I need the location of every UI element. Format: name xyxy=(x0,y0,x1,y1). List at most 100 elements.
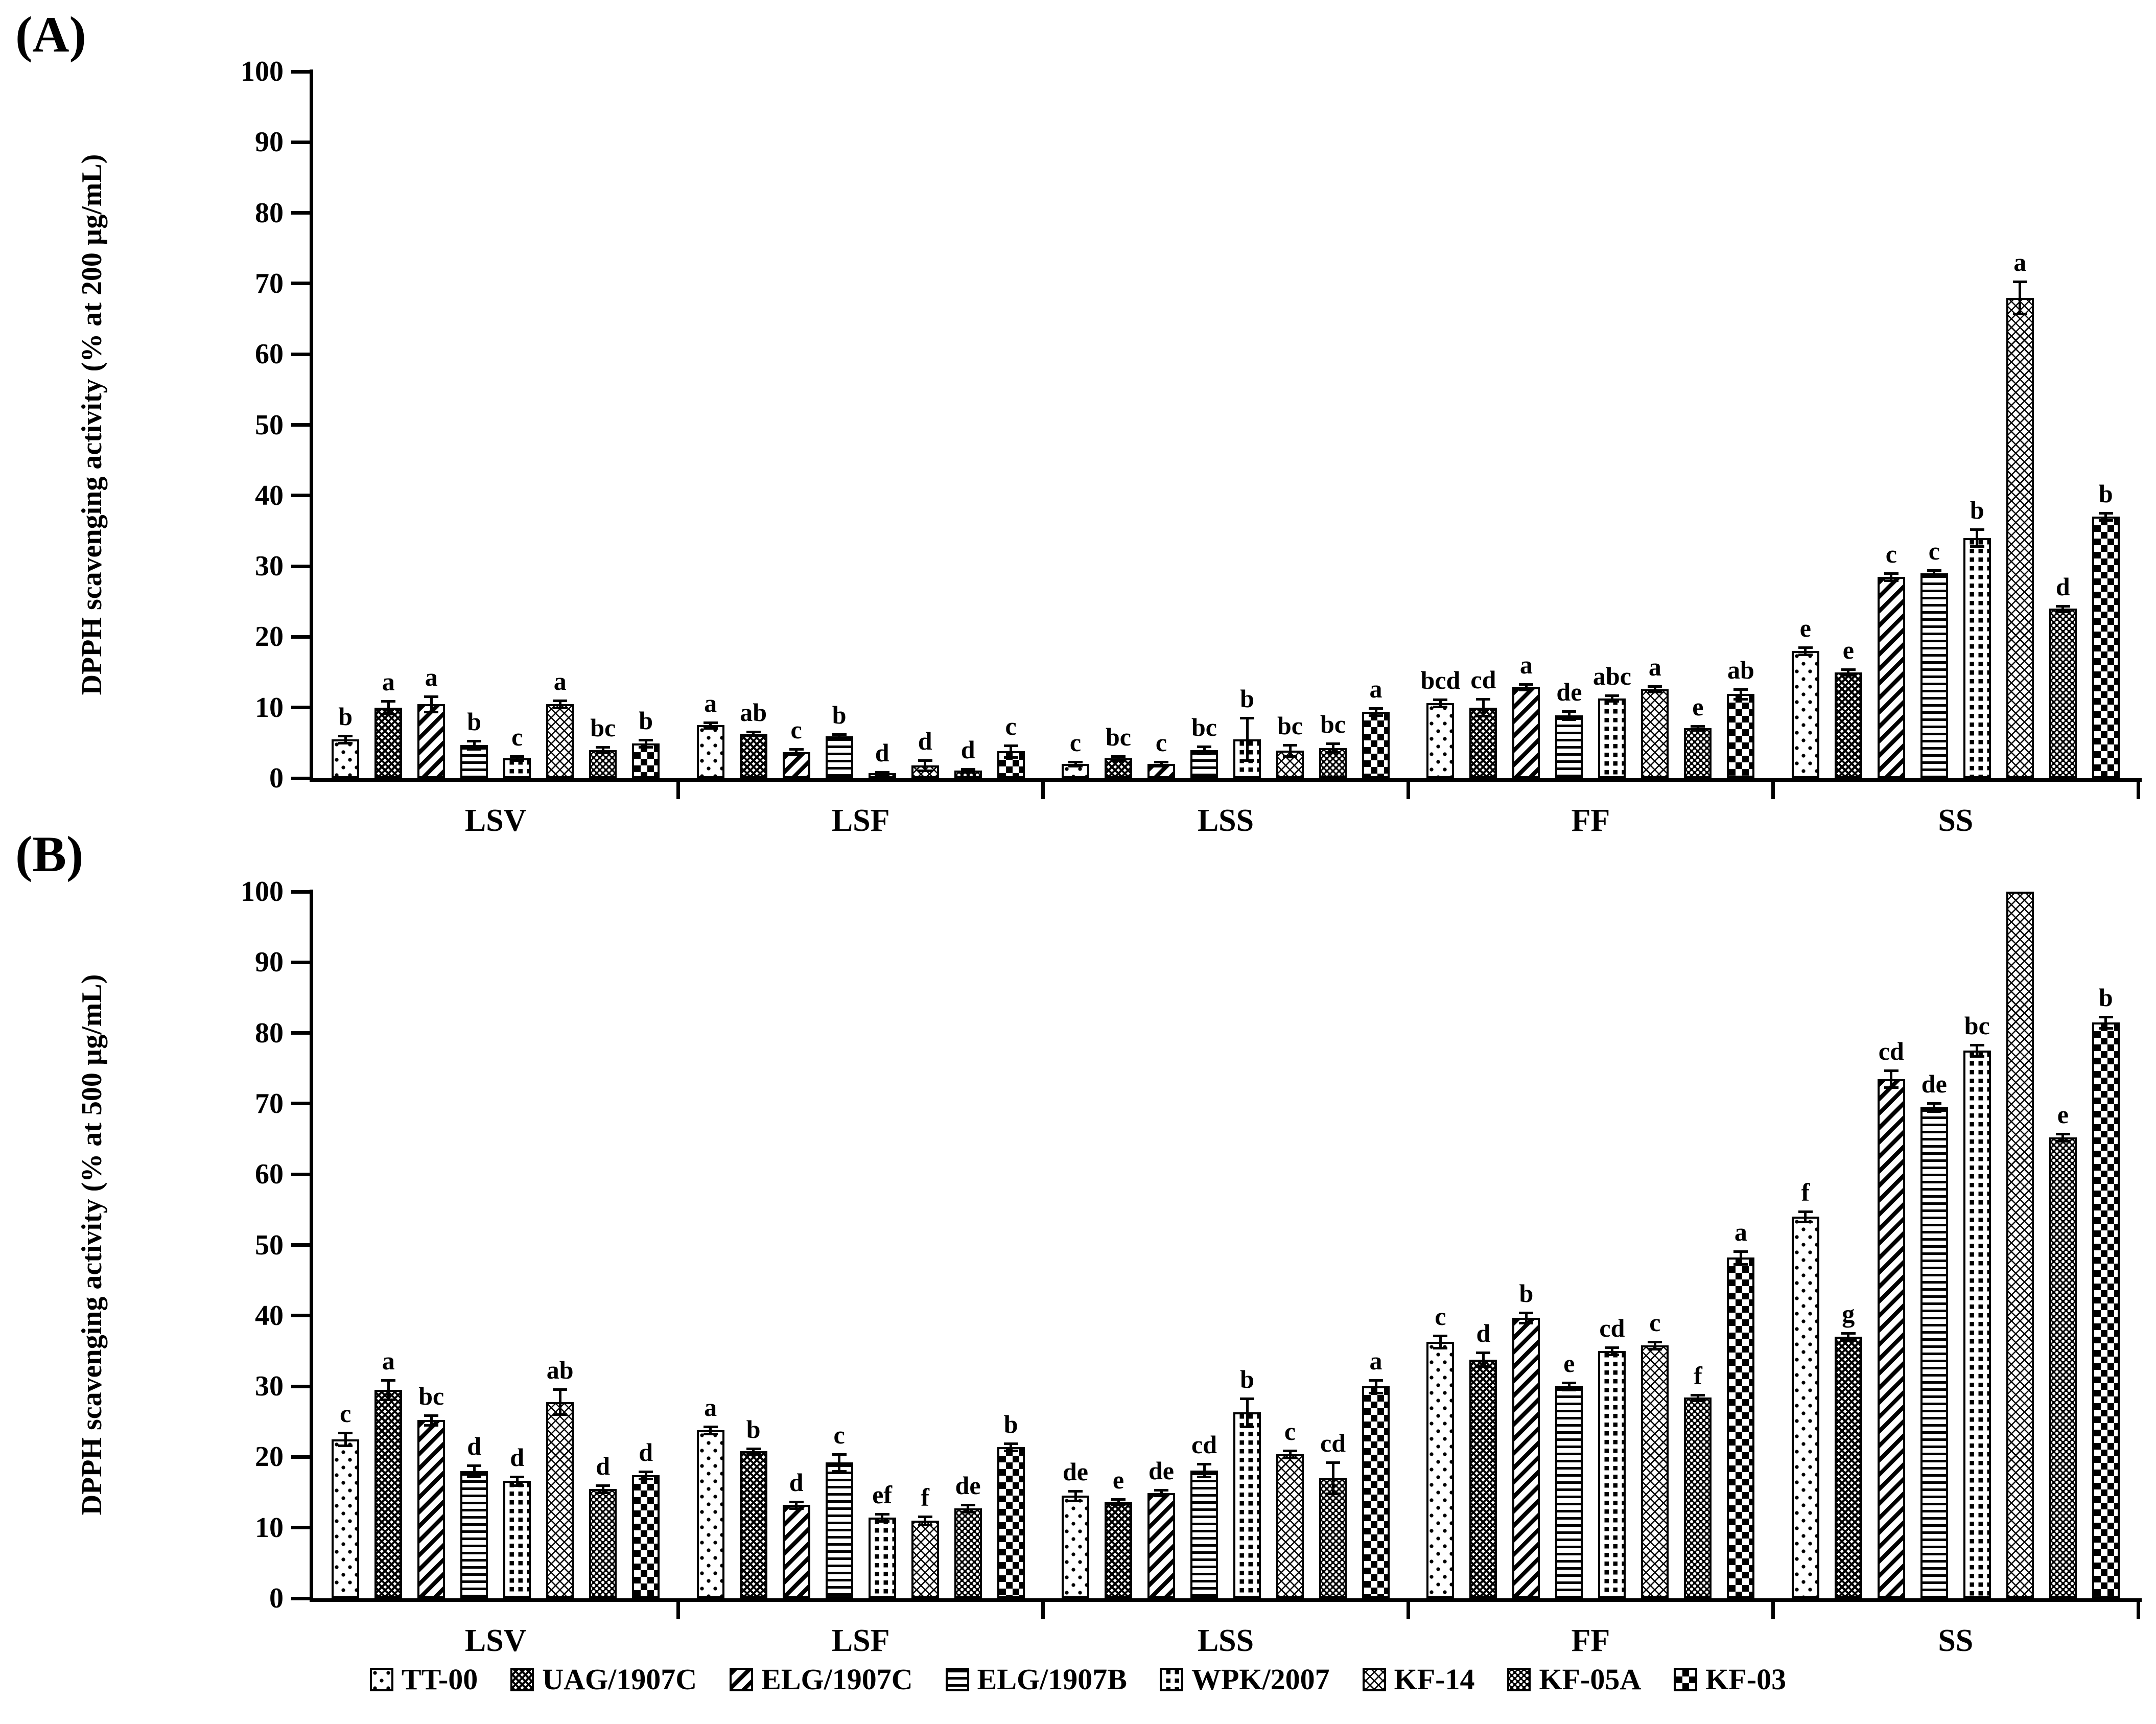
bar-B-LSS-UAG/1907C xyxy=(1105,1502,1132,1598)
y-tick-A-50 xyxy=(291,423,310,427)
sig-letter-A-SS-UAG/1907C: e xyxy=(1842,636,1854,665)
y-tick-label-B-90: 90 xyxy=(255,946,284,979)
bar-B-LSF-KF-14 xyxy=(911,1520,939,1598)
error-cap-top xyxy=(1841,668,1856,671)
error-cap-bottom xyxy=(1369,714,1383,717)
y-tick-label-A-90: 90 xyxy=(255,126,284,158)
error-cap-top xyxy=(553,1388,568,1391)
legend-swatch-WPK/2007 xyxy=(1159,1668,1183,1691)
y-tick-B-50 xyxy=(291,1243,310,1247)
sig-letter-A-SS-ELG/1907B: c xyxy=(1928,537,1940,566)
error-cap-bottom xyxy=(1562,718,1577,721)
sig-letter-B-LSS-TT-00: de xyxy=(1063,1457,1088,1486)
x-tick-A-3 xyxy=(1406,782,1410,799)
error-bar-A-SS-ELG/1907C xyxy=(1890,573,1893,580)
error-cap-top xyxy=(1476,698,1491,701)
y-tick-label-B-0: 0 xyxy=(269,1582,284,1614)
error-cap-bottom xyxy=(1970,1055,1984,1058)
error-bar-B-LSV-KF-03 xyxy=(644,1472,647,1479)
y-tick-label-A-50: 50 xyxy=(255,409,284,441)
sig-letter-A-LSS-ELG/1907B: bc xyxy=(1191,712,1217,741)
error-cap-top xyxy=(1154,761,1168,764)
y-tick-label-A-70: 70 xyxy=(255,267,284,299)
sig-letter-B-LSF-ELG/1907B: c xyxy=(833,1420,845,1449)
error-bar-A-LSS-KF-05A xyxy=(1331,743,1334,752)
error-bar-A-SS-ELG/1907B xyxy=(1933,570,1936,576)
sig-letter-A-LSS-KF-14: bc xyxy=(1277,711,1303,740)
sig-letter-A-LSV-ELG/1907C: a xyxy=(425,662,438,691)
sig-letter-A-LSS-ELG/1907C: c xyxy=(1155,728,1167,757)
bar-A-LSV-KF-14 xyxy=(546,704,574,778)
error-bar-B-LSS-ELG/1907B xyxy=(1203,1464,1206,1477)
error-cap-bottom xyxy=(1326,1493,1340,1496)
y-tick-B-90 xyxy=(291,960,310,964)
legend-item-KF-03: KF-03 xyxy=(1674,1662,1786,1697)
group-label-B-LSV: LSV xyxy=(464,1623,527,1658)
sig-letter-B-LSF-KF-14: f xyxy=(921,1482,929,1511)
x-tick-A-4 xyxy=(1771,782,1775,799)
error-cap-top xyxy=(875,771,889,774)
error-cap-top xyxy=(1691,1393,1705,1396)
bar-B-FF-KF-03 xyxy=(1727,1257,1755,1598)
sig-letter-A-FF-KF-05A: e xyxy=(1692,692,1704,721)
y-tick-label-A-60: 60 xyxy=(255,338,284,370)
sig-letter-B-LSV-UAG/1907C: a xyxy=(382,1346,395,1375)
error-cap-bottom xyxy=(381,713,396,716)
sig-letter-A-FF-WPK/2007: abc xyxy=(1592,662,1631,691)
sig-letter-A-FF-TT-00: bcd xyxy=(1420,666,1461,695)
error-cap-top xyxy=(1283,1449,1297,1452)
error-bar-A-SS-KF-03 xyxy=(2104,513,2107,521)
error-cap-top xyxy=(1733,1250,1748,1253)
bar-A-FF-UAG/1907C xyxy=(1469,707,1497,778)
sig-letter-A-LSV-UAG/1907C: a xyxy=(382,667,395,696)
error-cap-bottom xyxy=(467,1476,482,1479)
error-cap-bottom xyxy=(1519,1321,1534,1324)
sig-letter-A-FF-ELG/1907C: a xyxy=(1519,650,1533,680)
error-cap-bottom xyxy=(1197,1476,1211,1479)
error-cap-top xyxy=(1691,725,1705,728)
error-bar-A-FF-ELG/1907C xyxy=(1525,684,1528,690)
error-cap-bottom xyxy=(1733,698,1748,701)
error-cap-top xyxy=(1068,1489,1083,1493)
bar-B-LSF-WPK/2007 xyxy=(868,1518,896,1598)
error-cap-bottom xyxy=(1154,1495,1168,1498)
error-cap-bottom xyxy=(1111,759,1126,762)
error-cap-top xyxy=(918,1515,932,1518)
x-tick-B-3 xyxy=(1406,1602,1410,1619)
bar-B-LSF-KF-05A xyxy=(954,1508,982,1598)
sig-letter-B-LSF-TT-00: a xyxy=(704,1392,717,1422)
bar-B-LSS-KF-03 xyxy=(1362,1386,1390,1598)
bar-A-FF-ELG/1907C xyxy=(1512,687,1540,778)
error-bar-A-SS-KF-14 xyxy=(2019,281,2022,314)
panel-b-plot: c a bc d d ab d d a b d c ef f de b de e de cd b c cd a c d b e cd c f… xyxy=(313,892,2138,1598)
y-tick-label-A-30: 30 xyxy=(255,550,284,583)
sig-letter-A-FF-UAG/1907C: cd xyxy=(1470,665,1496,694)
error-cap-bottom xyxy=(553,706,568,709)
error-cap-bottom xyxy=(703,727,718,730)
sig-letter-B-LSV-KF-05A: d xyxy=(596,1451,611,1480)
y-tick-A-60 xyxy=(291,352,310,356)
bar-B-SS-ELG/1907B xyxy=(1920,1107,1948,1598)
bar-B-SS-WPK/2007 xyxy=(1963,1051,1991,1598)
bar-B-FF-KF-14 xyxy=(1641,1345,1669,1598)
error-bar-B-SS-TT-00 xyxy=(1804,1212,1807,1222)
sig-letter-B-FF-KF-05A: f xyxy=(1694,1361,1702,1390)
bar-B-SS-KF-05A xyxy=(2049,1137,2077,1598)
sig-letter-B-LSV-KF-03: d xyxy=(639,1438,653,1467)
error-cap-top xyxy=(746,1447,761,1450)
bar-B-LSF-UAG/1907C xyxy=(739,1451,767,1598)
legend-label-KF-14: KF-14 xyxy=(1394,1663,1475,1696)
error-bar-B-LSV-KF-14 xyxy=(558,1389,561,1415)
error-cap-bottom xyxy=(960,1511,975,1514)
error-cap-bottom xyxy=(1476,1365,1491,1368)
bar-B-LSF-ELG/1907C xyxy=(782,1505,810,1598)
y-tick-label-B-10: 10 xyxy=(255,1511,284,1544)
legend: TT-00 UAG/1907C ELG/1907C ELG/1907B WPK/2007… xyxy=(0,1662,2156,1697)
error-cap-bottom xyxy=(1369,1391,1383,1394)
error-bar-B-FF-KF-05A xyxy=(1696,1394,1699,1401)
error-cap-bottom xyxy=(1798,653,1813,656)
error-cap-top xyxy=(1283,743,1297,747)
bar-A-SS-TT-00 xyxy=(1791,651,1819,778)
error-cap-bottom xyxy=(1003,756,1018,759)
sig-letter-A-FF-ELG/1907B: de xyxy=(1556,677,1582,706)
